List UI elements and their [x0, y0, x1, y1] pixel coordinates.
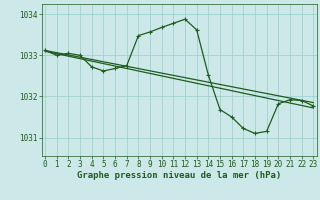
X-axis label: Graphe pression niveau de la mer (hPa): Graphe pression niveau de la mer (hPa): [77, 171, 281, 180]
